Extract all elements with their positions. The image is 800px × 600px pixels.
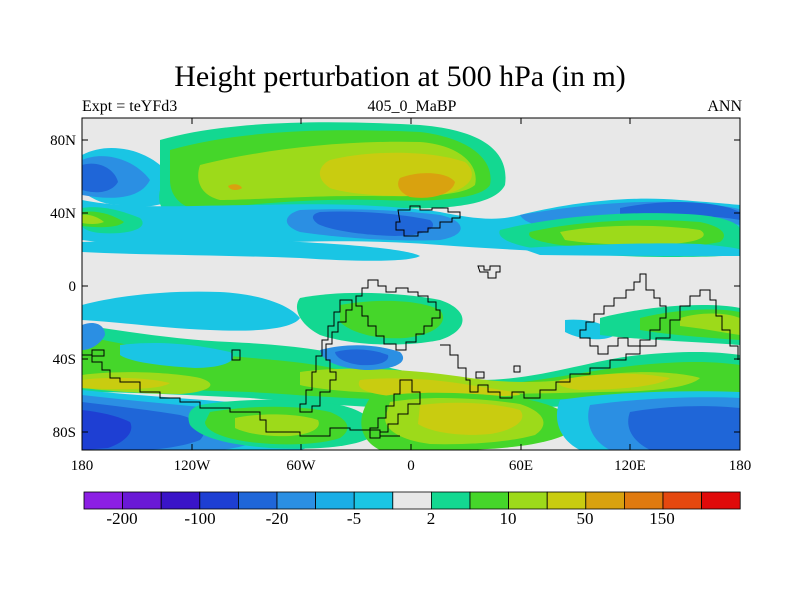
axis-ticks — [81, 118, 741, 450]
y-tick-label-40s: 40S — [53, 352, 76, 368]
colorbar-box — [353, 491, 394, 510]
colorbar-box — [83, 491, 123, 510]
coastlines — [82, 205, 739, 439]
colorbar-box — [546, 491, 587, 510]
colorbar-label-neg100: -100 — [184, 509, 215, 528]
period-label: 405_0_MaBP — [367, 98, 457, 115]
colorbar-box — [430, 491, 471, 510]
colorbar-label-150: 150 — [649, 509, 675, 528]
colorbar-label-neg20: -20 — [266, 509, 289, 528]
x-tick-label-60w: 60W — [286, 458, 316, 474]
x-tick-label-0: 0 — [407, 458, 415, 474]
x-tick-label-180w: 180 — [71, 458, 94, 474]
colorbar-box — [199, 491, 239, 510]
experiment-label: Expt = teYFd3 — [82, 98, 178, 115]
y-tick-label-80n: 80N — [50, 133, 76, 149]
colorbar-box — [237, 491, 278, 510]
colorbar-box — [392, 491, 432, 510]
x-tick-label-120e: 120E — [614, 458, 646, 474]
colorbar-box — [624, 491, 664, 510]
colorbar — [83, 491, 741, 510]
season-label: ANN — [707, 98, 742, 115]
colorbar-box — [508, 491, 548, 510]
colorbar-label-10: 10 — [500, 509, 517, 528]
colorbar-box — [469, 491, 509, 510]
colorbar-label-neg200: -200 — [106, 509, 137, 528]
x-tick-label-120w: 120W — [174, 458, 212, 474]
colorbar-box — [122, 491, 162, 510]
y-tick-label-0: 0 — [69, 279, 77, 295]
colorbar-box — [276, 491, 316, 510]
y-tick-label-40n: 40N — [50, 206, 76, 222]
y-tick-label-80s: 80S — [53, 425, 76, 441]
colorbar-label-50: 50 — [577, 509, 594, 528]
x-tick-label-180e: 180 — [729, 458, 752, 474]
colorbar-box — [315, 491, 355, 510]
colorbar-box — [701, 491, 741, 510]
colorbar-label-2: 2 — [427, 509, 436, 528]
colorbar-label-neg5: -5 — [347, 509, 361, 528]
colorbar-box — [662, 491, 702, 510]
map-title: Height perturbation at 500 hPa (in m) — [174, 60, 626, 93]
x-tick-label-60e: 60E — [509, 458, 533, 474]
colorbar-box — [160, 491, 201, 510]
colorbar-box — [585, 491, 625, 510]
